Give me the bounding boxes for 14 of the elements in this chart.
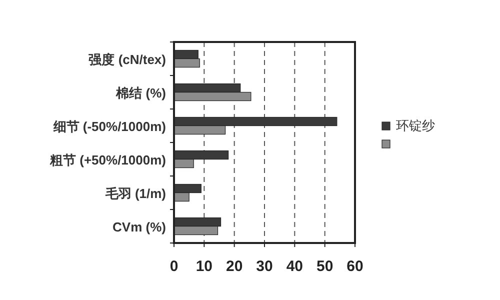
y-tick-label: CVm (%) — [112, 219, 166, 234]
x-tick-label: 60 — [346, 258, 364, 275]
y-tick-label: 棉结 (%) — [115, 85, 166, 100]
x-tick-label: 40 — [286, 258, 304, 275]
y-tick-label: 强度 (cN/tex) — [88, 52, 166, 67]
x-tick-label: 50 — [316, 258, 334, 275]
x-tick-label: 30 — [256, 258, 273, 275]
y-tick-label: 毛羽 (1/m) — [104, 186, 166, 201]
x-tick-label: 0 — [170, 258, 178, 275]
legend-label: 环锭纱 — [396, 118, 435, 133]
x-tick-label: 20 — [226, 258, 243, 275]
y-tick-label: 细节 (-50%/1000m) — [52, 118, 166, 134]
y-tick-label: 粗节 (+50%/1000m) — [49, 152, 166, 168]
x-tick-label: 10 — [196, 258, 213, 275]
